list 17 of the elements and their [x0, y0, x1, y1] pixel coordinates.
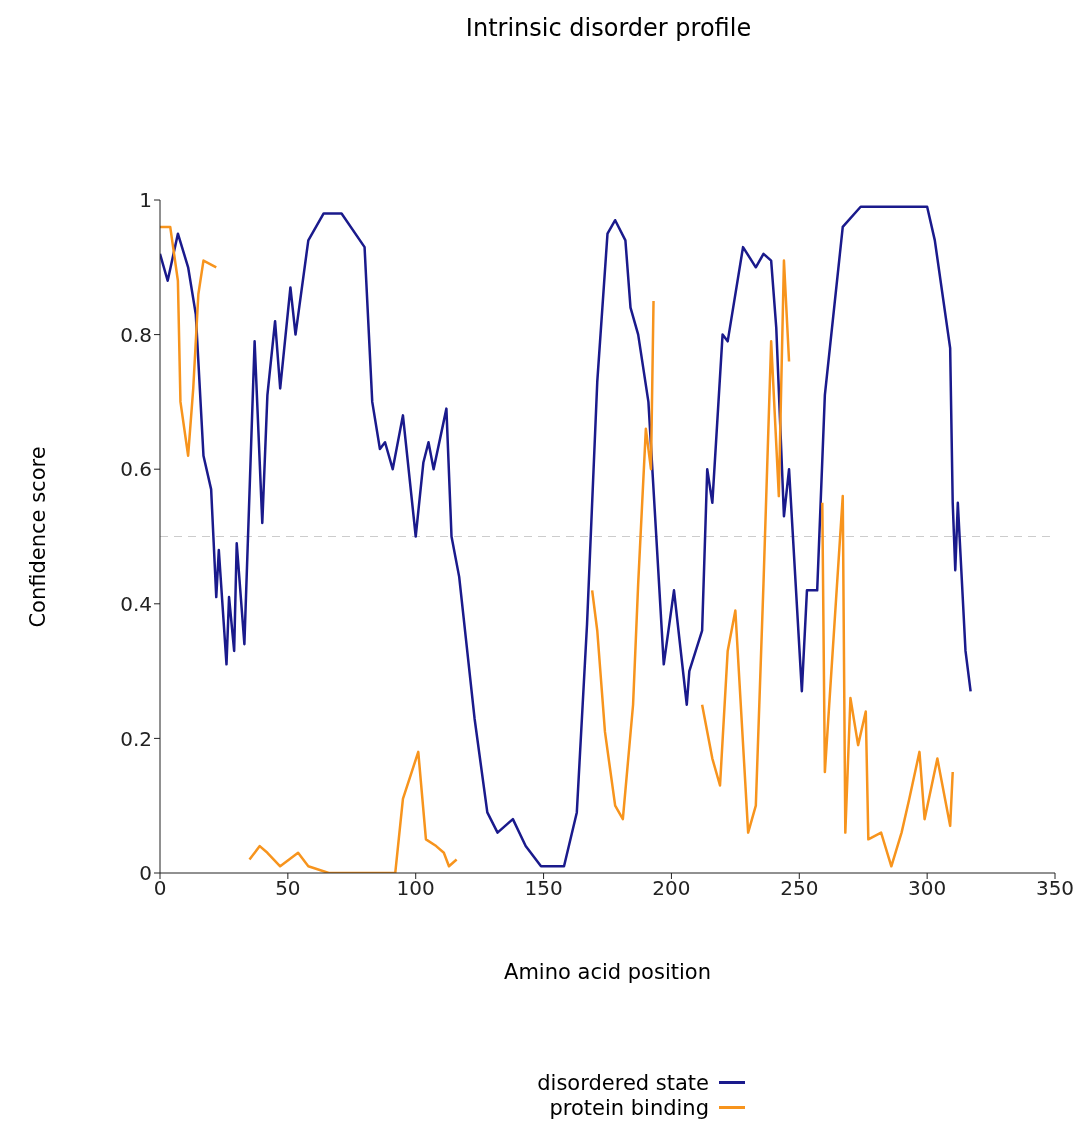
y-axis-title: Confidence score [26, 446, 50, 628]
chart-title: Intrinsic disorder profile [464, 14, 753, 42]
x-tick-label: 250 [780, 876, 819, 901]
x-tick-label: 300 [908, 876, 947, 901]
y-tick-label: 0.4 [120, 591, 152, 616]
legend-label: protein binding [549, 1095, 709, 1120]
y-tick-label: 1 [139, 188, 152, 213]
y-tick-label: 0.6 [120, 457, 152, 482]
x-tick-label: 350 [1035, 876, 1075, 901]
x-tick-label: 100 [396, 876, 435, 901]
x-tick-label: 150 [524, 876, 563, 901]
y-tick-label: 0.2 [120, 726, 152, 751]
x-axis-title: Amino acid position [503, 960, 712, 984]
y-tick-label: 0.8 [120, 322, 152, 347]
legend-label: disordered state [537, 1070, 709, 1095]
x-tick-label: 200 [652, 876, 691, 901]
x-tick-label: 50 [275, 876, 301, 901]
